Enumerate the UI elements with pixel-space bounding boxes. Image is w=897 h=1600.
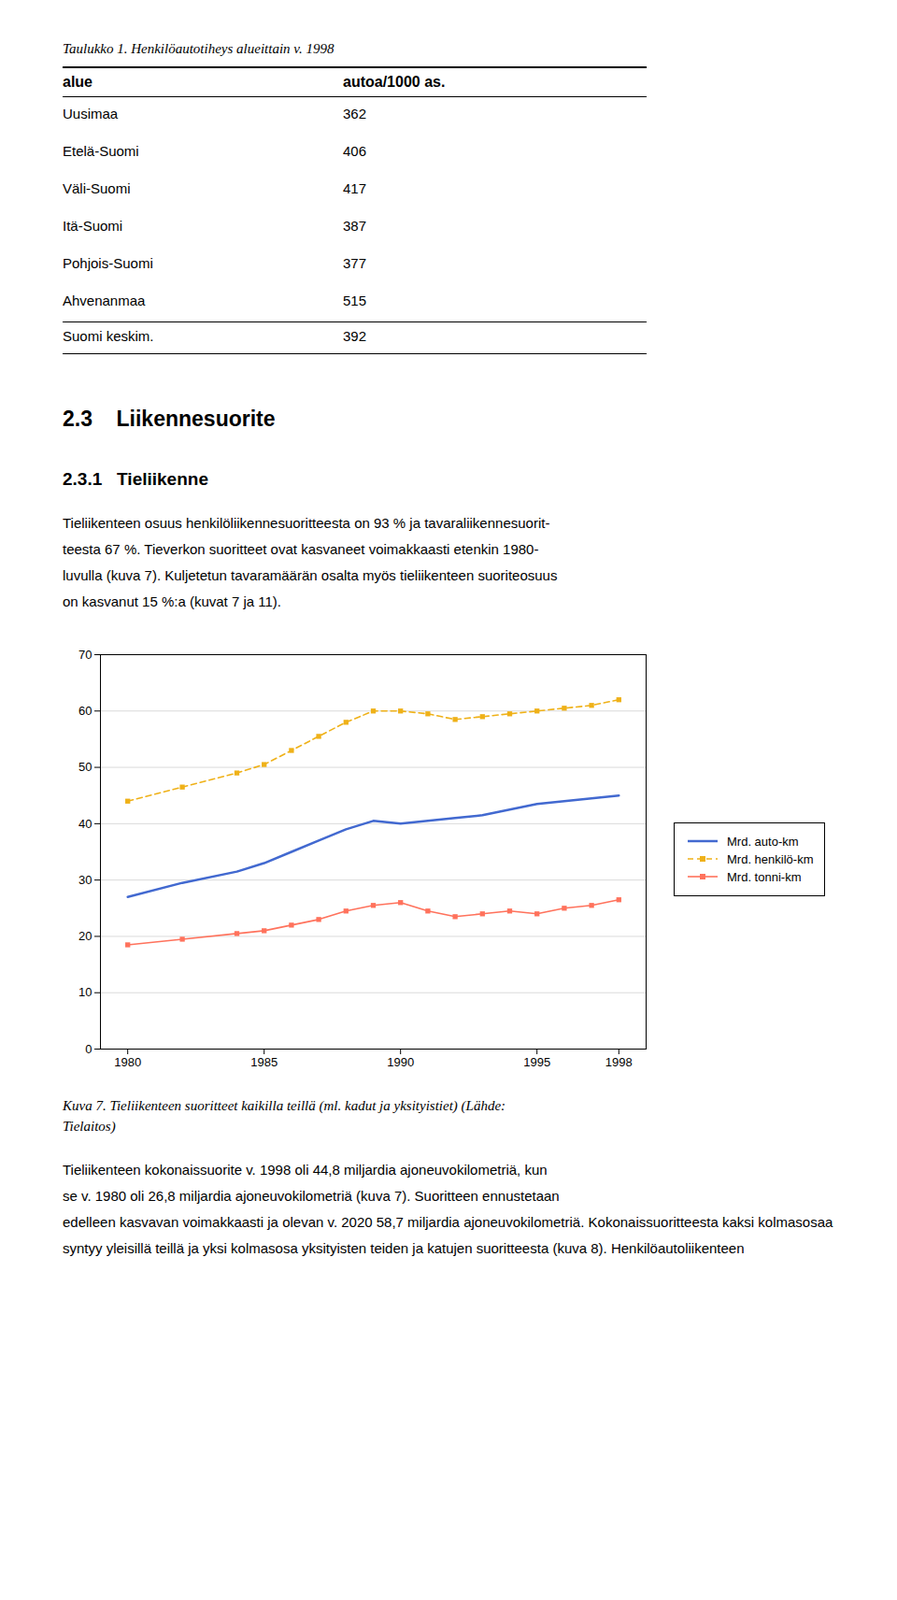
svg-text:50: 50 xyxy=(78,759,92,774)
svg-text:1985: 1985 xyxy=(250,1054,278,1069)
html-text:Kuva 7. Tieliikenteen suoritte: Kuva 7. Tieliikenteen suoritteet kaikill… xyxy=(62,1097,506,1134)
svg-text:10: 10 xyxy=(78,984,92,999)
svg-text:1995: 1995 xyxy=(523,1054,551,1069)
html-text:Tieliikenteen kokonaissuorite: Tieliikenteen kokonaissuorite v. 1998 ol… xyxy=(62,1161,833,1256)
svg-text:20: 20 xyxy=(78,928,92,943)
html-text:Ahvenanmaa: Ahvenanmaa xyxy=(62,292,146,309)
html-text:Mrd. tonni-km: Mrd. tonni-km xyxy=(726,869,802,884)
svg-text:40: 40 xyxy=(78,816,92,831)
html-text:2.3.1 Tieliikenne: 2.3.1 Tieliikenne xyxy=(62,469,209,489)
html-text:Mrd. henkilö-km: Mrd. henkilö-km xyxy=(726,851,814,866)
html-text:Itä-Suomi: Itä-Suomi xyxy=(62,217,123,234)
html-text:392: 392 xyxy=(342,327,367,344)
svg-text:60: 60 xyxy=(78,703,92,718)
html-text:387: 387 xyxy=(342,217,367,234)
html-text:Väli-Suomi: Väli-Suomi xyxy=(62,180,131,197)
svg-text:70: 70 xyxy=(78,647,92,662)
html-text:417: 417 xyxy=(342,180,367,197)
html-text:autoa/1000 as.: autoa/1000 as. xyxy=(342,73,446,90)
html-text:Etelä-Suomi: Etelä-Suomi xyxy=(62,142,139,159)
html-text:406: 406 xyxy=(342,142,367,159)
html-text:Suomi keskim.: Suomi keskim. xyxy=(62,327,154,344)
html-text:Uusimaa: Uusimaa xyxy=(62,105,118,122)
svg-text:1990: 1990 xyxy=(386,1054,414,1069)
html-text:362: 362 xyxy=(342,105,367,122)
html-text:2.3 Liikennesuorite: 2.3 Liikennesuorite xyxy=(62,406,276,431)
html-text:Mrd. auto-km: Mrd. auto-km xyxy=(726,833,799,848)
html-text:377: 377 xyxy=(342,255,367,271)
html-text:Pohjois-Suomi: Pohjois-Suomi xyxy=(62,255,153,271)
html-text:515: 515 xyxy=(342,292,367,309)
svg-text:1980: 1980 xyxy=(113,1054,142,1069)
svg-text:0: 0 xyxy=(85,1041,92,1056)
html-text:Tieliikenteen osuus henkilölii: Tieliikenteen osuus henkilöliikennesuori… xyxy=(62,514,558,610)
svg-text:30: 30 xyxy=(78,872,92,887)
html-text:Taulukko 1. Henkilöautotiheys: Taulukko 1. Henkilöautotiheys alueittain… xyxy=(62,41,334,57)
svg-text:1998: 1998 xyxy=(605,1054,633,1069)
html-text:alue: alue xyxy=(62,73,93,90)
